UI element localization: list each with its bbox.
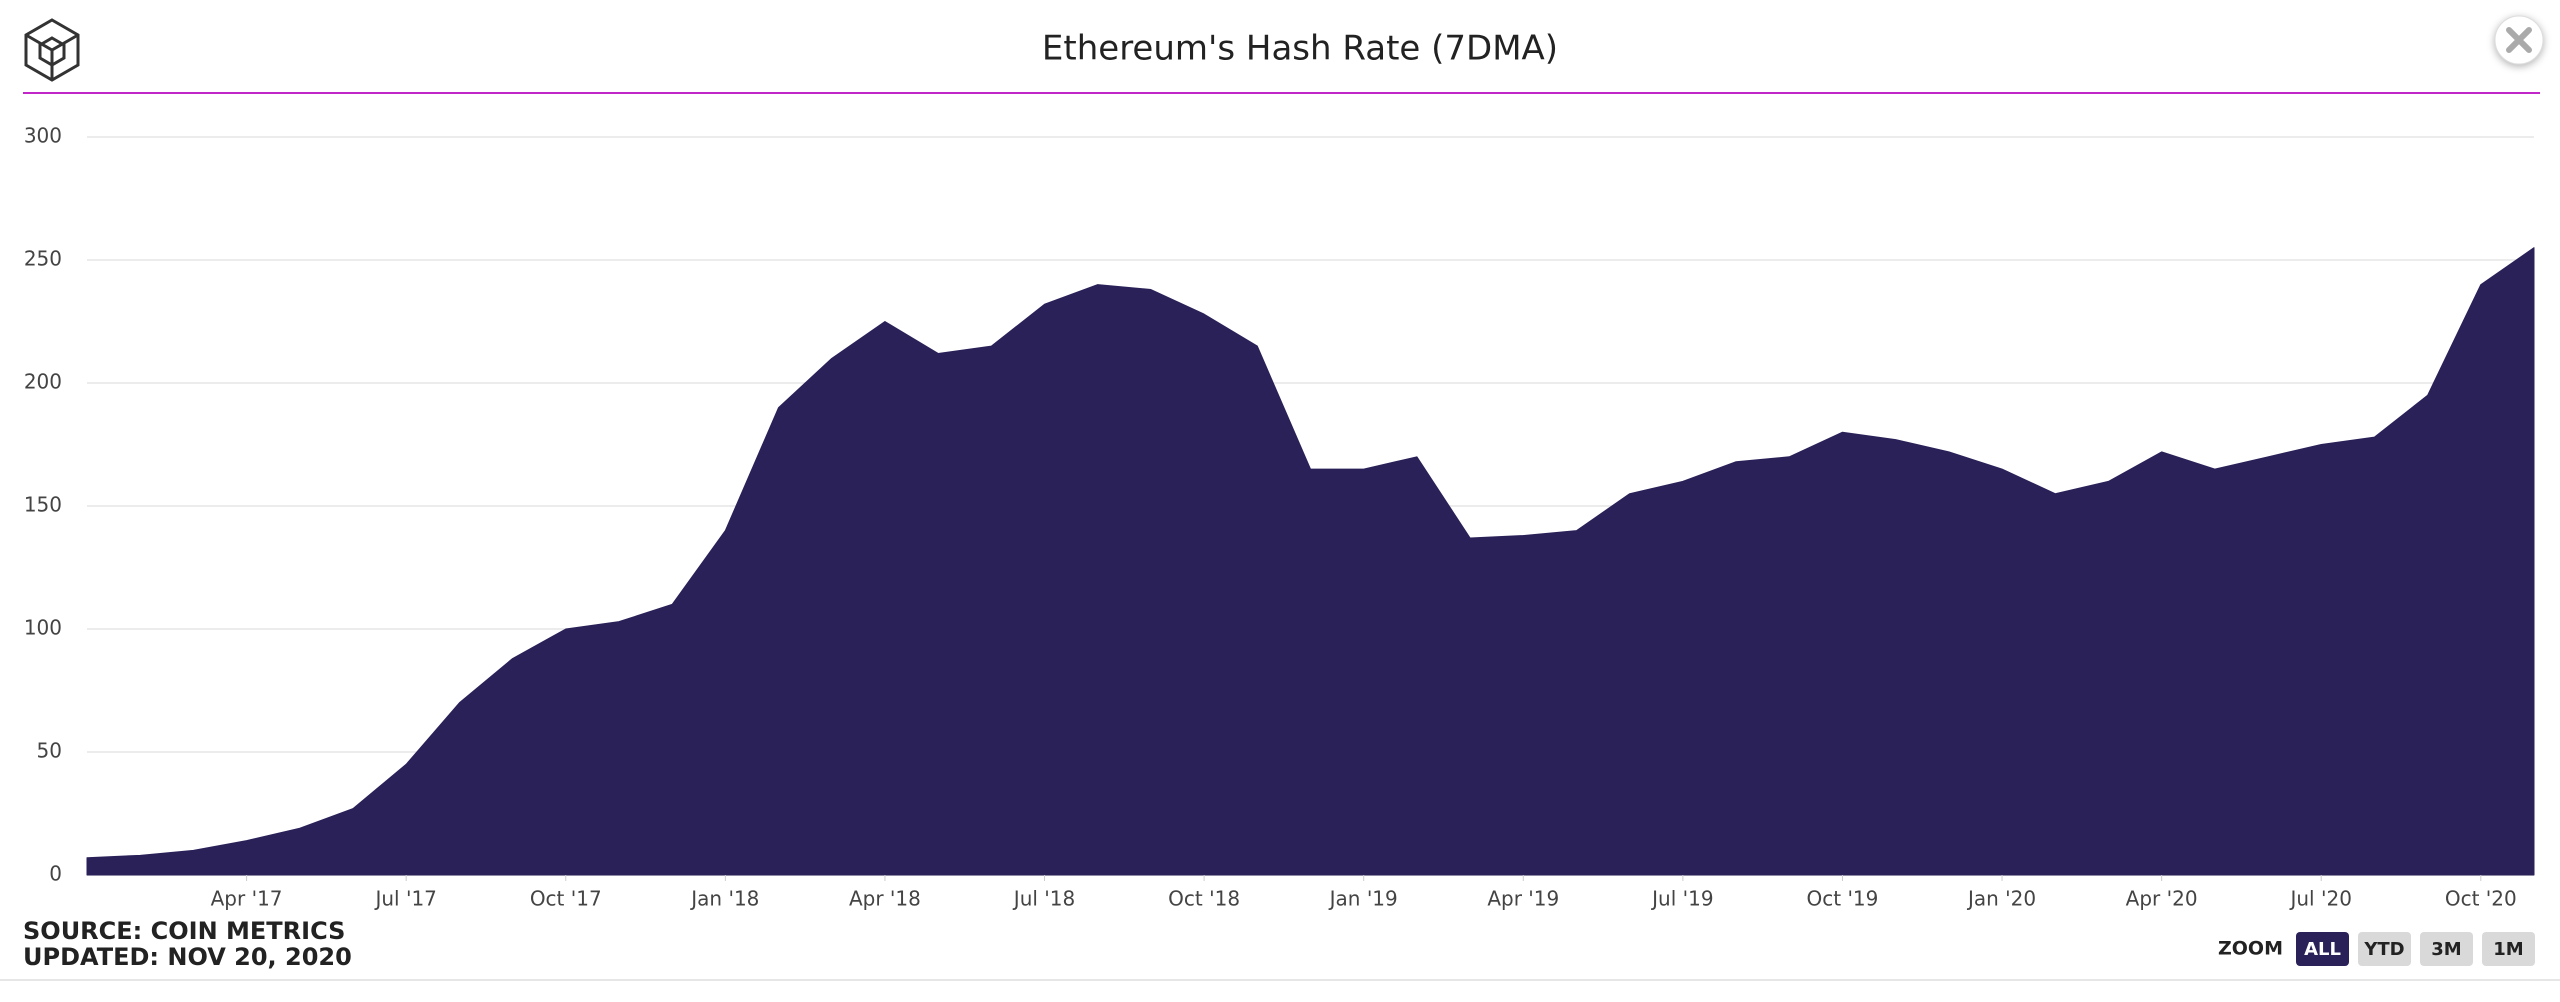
x-tick-label: Apr '18 <box>849 887 921 911</box>
x-tick-label: Oct '17 <box>530 887 602 911</box>
y-tick-label: 250 <box>24 247 62 271</box>
source: SOURCE: COIN METRICS <box>23 917 345 945</box>
area <box>86 247 2535 876</box>
zoom-button-bg[interactable] <box>2420 932 2473 966</box>
chart-title: Ethereum's Hash Rate (7DMA) <box>1042 29 1558 69</box>
logo <box>24 18 80 82</box>
x-tick-label: Apr '19 <box>1487 887 1559 911</box>
y-tick-label: 200 <box>24 370 62 394</box>
zoom-controls: ALL YTD 3M 1M <box>2296 932 2535 966</box>
x-tick-label: Oct '20 <box>2445 887 2517 911</box>
y-tick-label: 150 <box>24 493 62 517</box>
y-tick-label: 300 <box>24 124 62 148</box>
x-tick-label: Apr '20 <box>2126 887 2198 911</box>
zoom-button-bg[interactable] <box>2296 932 2349 966</box>
y-tick-label: 100 <box>24 616 62 640</box>
plot-area: 0 50 100 150 200 250 300 Apr '17 Jul '17 Oct '17 J… <box>24 124 2535 911</box>
zoom-button-label[interactable]: YTD <box>2363 939 2404 960</box>
x-tick-label: Oct '19 <box>1807 887 1879 911</box>
zoom-button-bg[interactable] <box>2482 932 2535 966</box>
zoom-button[interactable]: 1M <box>2482 932 2535 966</box>
x-tick-label: Jul '17 <box>373 887 436 911</box>
y-tick-label: 0 <box>49 862 62 886</box>
x-tick-label: Jul '20 <box>2288 887 2351 911</box>
close-button[interactable] <box>2494 15 2544 65</box>
x-tick-label: Jan '19 <box>1328 887 1398 911</box>
zoom-button-label[interactable]: ALL <box>2304 939 2341 960</box>
zoom-button[interactable]: ALL <box>2296 932 2349 966</box>
x-tick-label: Jul '19 <box>1650 887 1713 911</box>
x-tick-label: Oct '18 <box>1168 887 1240 911</box>
zoom-button[interactable]: 3M <box>2420 932 2473 966</box>
y-tick-label: 50 <box>37 739 62 763</box>
x-tick-label: Jan '18 <box>689 887 759 911</box>
x-tick-label: Jul '18 <box>1012 887 1075 911</box>
zoom-button-bg[interactable] <box>2358 932 2411 966</box>
zoom-button-label[interactable]: 3M <box>2431 939 2461 960</box>
zoom-button-label[interactable]: 1M <box>2493 939 2523 960</box>
updated: UPDATED: NOV 20, 2020 <box>23 943 352 971</box>
x-tick-label: Jan '20 <box>1966 887 2036 911</box>
x-tick-label: Apr '17 <box>211 887 283 911</box>
zoom-button[interactable]: YTD <box>2358 932 2411 966</box>
zoom-label: ZOOM <box>2218 938 2283 960</box>
